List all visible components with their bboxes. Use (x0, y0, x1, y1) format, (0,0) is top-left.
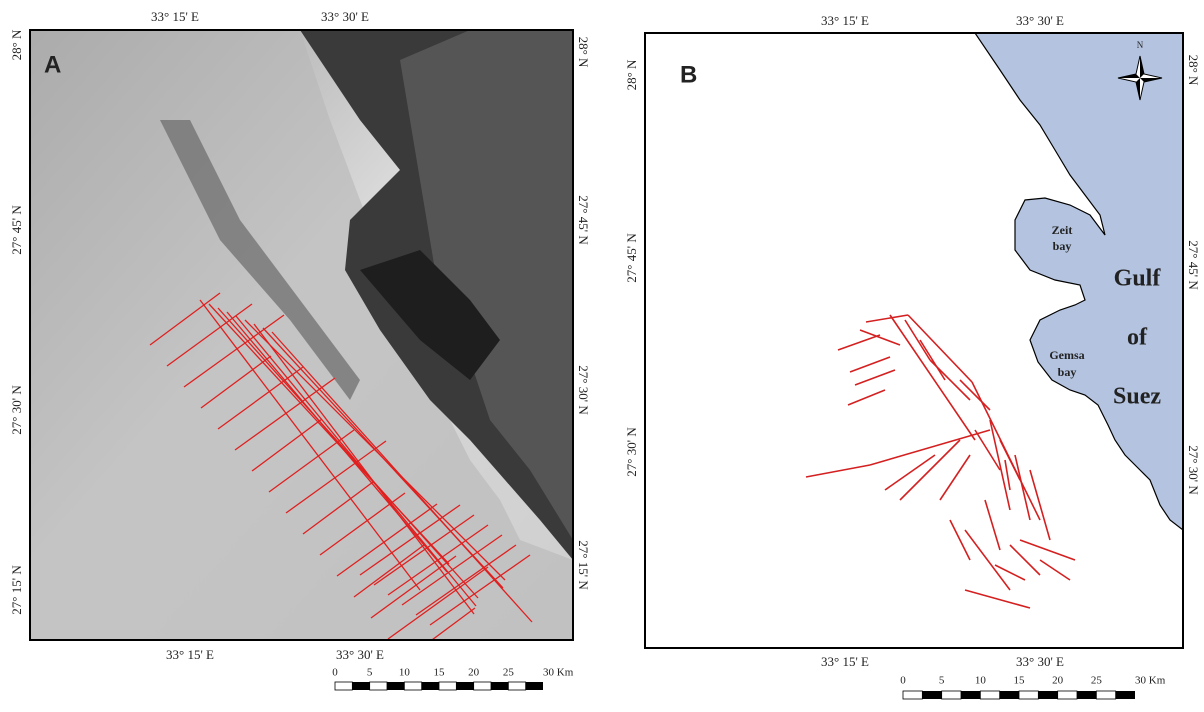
scale-label: 30 Km (543, 667, 574, 679)
scale-segment (1000, 691, 1019, 699)
longitude-label: 33° 15' E (151, 9, 199, 24)
scale-label: 5 (367, 667, 373, 679)
scale-segment (439, 682, 456, 690)
longitude-label: 33° 30' E (1016, 13, 1064, 28)
place-label: Gemsa (1049, 348, 1084, 362)
scale-segment (961, 691, 980, 699)
scale-segment (456, 682, 473, 690)
panel-label: B (680, 61, 697, 88)
scale-label: 5 (939, 675, 945, 687)
scale-segment (1096, 691, 1115, 699)
latitude-label: 27° 30' N (624, 427, 639, 477)
scale-segment (922, 691, 941, 699)
latitude-label: 27° 15' N (576, 540, 591, 590)
latitude-label: 27° 30' N (1186, 445, 1201, 495)
scale-label: 25 (1091, 675, 1103, 687)
scale-segment (491, 682, 508, 690)
scale-segment (526, 682, 543, 690)
scale-segment (335, 682, 352, 690)
place-label: of (1127, 325, 1148, 351)
latitude-label: 28° N (1186, 55, 1201, 86)
scale-segment (1058, 691, 1077, 699)
base-map (645, 33, 1183, 648)
scale-segment (903, 691, 922, 699)
place-label: Gulf (1114, 266, 1162, 292)
scale-segment (474, 682, 491, 690)
satellite-image (30, 30, 573, 640)
longitude-label: 33° 30' E (321, 9, 369, 24)
longitude-label: 33° 30' E (1016, 654, 1064, 669)
latitude-label: 28° N (9, 29, 24, 60)
scale-segment (422, 682, 439, 690)
latitude-label: 27° 30' N (576, 365, 591, 415)
latitude-label: 27° 45' N (576, 195, 591, 245)
latitude-label: 27° 45' N (1186, 240, 1201, 290)
longitude-label: 33° 15' E (821, 654, 869, 669)
latitude-label: 28° N (576, 37, 591, 68)
longitude-label: 33° 15' E (821, 13, 869, 28)
latitude-label: 28° N (624, 59, 639, 90)
scale-label: 0 (900, 675, 906, 687)
longitude-label: 33° 15' E (166, 647, 214, 662)
scale-segment (370, 682, 387, 690)
scale-segment (942, 691, 961, 699)
scale-label: 10 (399, 667, 411, 679)
scale-segment (1077, 691, 1096, 699)
scale-segment (1019, 691, 1038, 699)
latitude-label: 27° 30' N (9, 385, 24, 435)
latitude-label: 27° 15' N (9, 565, 24, 615)
scale-label: 15 (1014, 675, 1026, 687)
north-label: N (1137, 40, 1144, 50)
scale-segment (352, 682, 369, 690)
scale-segment (404, 682, 421, 690)
figure: N Zeit bay Gemsa bay Gulf of Suez A B 33… (0, 0, 1204, 707)
scale-label: 30 Km (1135, 675, 1166, 687)
place-label: Zeit (1052, 223, 1073, 237)
panel-label: A (44, 51, 61, 78)
scale-label: 0 (332, 667, 338, 679)
scale-label: 15 (434, 667, 446, 679)
scale-label: 20 (1052, 675, 1064, 687)
scale-segment (387, 682, 404, 690)
scale-segment (1116, 691, 1135, 699)
scale-segment (980, 691, 999, 699)
scale-label: 10 (975, 675, 987, 687)
scale-label: 25 (503, 667, 515, 679)
latitude-label: 27° 45' N (9, 205, 24, 255)
scale-label: 20 (468, 667, 480, 679)
place-label: bay (1053, 239, 1072, 253)
scale-segment (1038, 691, 1057, 699)
longitude-label: 33° 30' E (336, 647, 384, 662)
scale-segment (508, 682, 525, 690)
latitude-label: 27° 45' N (624, 233, 639, 283)
place-label: bay (1058, 365, 1077, 379)
place-label: Suez (1113, 384, 1161, 410)
